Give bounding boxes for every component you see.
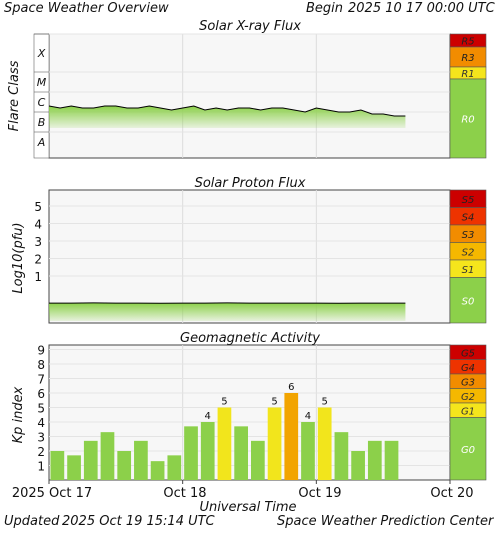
begin-value: 2025 10 17 00:00 UTC <box>348 1 495 16</box>
geomag-tick-4: 4 <box>37 416 45 430</box>
xray-scale-label-r1: R1 <box>461 69 474 80</box>
geomag-tick-7: 7 <box>37 373 45 387</box>
xray-title: Solar X-ray Flux <box>199 19 301 34</box>
proton-flux-band <box>49 302 406 321</box>
geomag-scale-label-g4: G4 <box>461 363 475 374</box>
updated-value: 2025 Oct 19 15:14 UTC <box>62 514 215 529</box>
kp-bar <box>234 426 248 480</box>
kp-bar <box>67 455 81 480</box>
prediction-center: Space Weather Prediction Center <box>277 514 494 529</box>
xray-scale-cell-3 <box>449 78 487 159</box>
proton-tick-1: 1 <box>34 270 42 284</box>
proton-scale-label-s1: S1 <box>462 265 475 276</box>
xray-class-m: M <box>37 76 47 89</box>
kp-bar <box>351 451 365 480</box>
proton-tick-5: 5 <box>34 200 42 214</box>
kp-bar <box>384 440 399 480</box>
geomag-y-label: Kp index <box>11 386 26 443</box>
proton-y-label: Log10(pfu) <box>11 222 26 293</box>
xray-y-label: Flare Class <box>7 60 22 131</box>
x-tick-3: Oct 20 <box>430 486 473 501</box>
kp-bar-label: 4 <box>205 411 211 422</box>
kp-bar <box>150 461 165 480</box>
kp-bar-label: 6 <box>288 382 294 393</box>
kp-bar <box>217 407 232 480</box>
xray-class-c: C <box>38 96 46 109</box>
geomag-scale-label-g1: G1 <box>461 406 475 417</box>
kp-bar-label: 5 <box>322 397 328 408</box>
geomag-scale-label-g5: G5 <box>461 348 475 359</box>
geomag-tick-8: 8 <box>37 358 45 372</box>
geomag-tick-3: 3 <box>37 431 45 445</box>
x-tick-0: 2025 Oct 17 <box>12 486 92 501</box>
proton-scale-label-s4: S4 <box>462 212 475 223</box>
kp-bar <box>301 422 315 480</box>
xray-plot-area <box>48 33 451 159</box>
kp-bar <box>334 432 349 480</box>
xray-scale-label-r5: R5 <box>461 37 474 48</box>
kp-bar <box>267 407 282 480</box>
geomag-tick-9: 9 <box>37 344 45 358</box>
kp-bar-label: 5 <box>271 397 277 408</box>
x-axis-label: Universal Time <box>199 500 296 515</box>
xray-scale-label-r3: R3 <box>461 53 474 64</box>
xray-class-a: A <box>37 136 46 149</box>
proton-scale-label-s0: S0 <box>462 296 475 307</box>
geomag-scale-label-g0: G0 <box>461 445 475 456</box>
proton-tick-3: 3 <box>34 235 42 249</box>
geomag-scale-cell-5 <box>449 417 487 481</box>
kp-bar <box>251 440 265 480</box>
geomag-tick-5: 5 <box>37 402 45 416</box>
kp-bar <box>317 407 332 480</box>
geomag-tick-6: 6 <box>37 387 45 401</box>
kp-bar <box>100 432 115 480</box>
geomag-title: Geomagnetic Activity <box>180 331 320 346</box>
xray-flux-band <box>49 106 406 128</box>
proton-scale-label-s3: S3 <box>462 230 475 241</box>
kp-bar <box>200 422 215 480</box>
begin-label: Begin <box>306 1 344 16</box>
xray-scale-label-r0: R0 <box>461 115 474 126</box>
geomag-tick-1: 1 <box>37 460 45 474</box>
proton-scale-label-s5: S5 <box>462 195 475 206</box>
kp-bar-label: 4 <box>305 411 311 422</box>
proton-tick-4: 4 <box>34 218 42 232</box>
xray-class-x: X <box>37 47 46 60</box>
kp-bar <box>50 451 65 480</box>
xray-class-b: B <box>38 116 46 129</box>
page-title: Space Weather Overview <box>4 1 169 16</box>
x-tick-2: Oct 19 <box>298 486 341 501</box>
xray-flux-line <box>48 105 406 117</box>
kp-bar <box>284 393 299 480</box>
kp-bar <box>367 440 382 480</box>
kp-bar <box>184 426 198 480</box>
proton-tick-2: 2 <box>34 253 42 267</box>
proton-plot-area <box>48 189 451 324</box>
proton-scale-cell-5 <box>449 277 487 324</box>
kp-bar <box>134 440 148 480</box>
proton-scale-label-s2: S2 <box>462 247 475 258</box>
kp-bar-label: 5 <box>221 397 227 408</box>
kp-bar <box>117 451 132 480</box>
kp-bar <box>83 440 98 480</box>
geomag-tick-2: 2 <box>37 445 45 459</box>
updated-label: Updated <box>4 514 60 529</box>
proton-title: Solar Proton Flux <box>195 176 306 191</box>
geomag-scale-label-g2: G2 <box>461 392 475 403</box>
kp-bar <box>167 455 182 480</box>
geomag-scale-label-g3: G3 <box>461 377 475 388</box>
x-tick-1: Oct 18 <box>163 486 206 501</box>
